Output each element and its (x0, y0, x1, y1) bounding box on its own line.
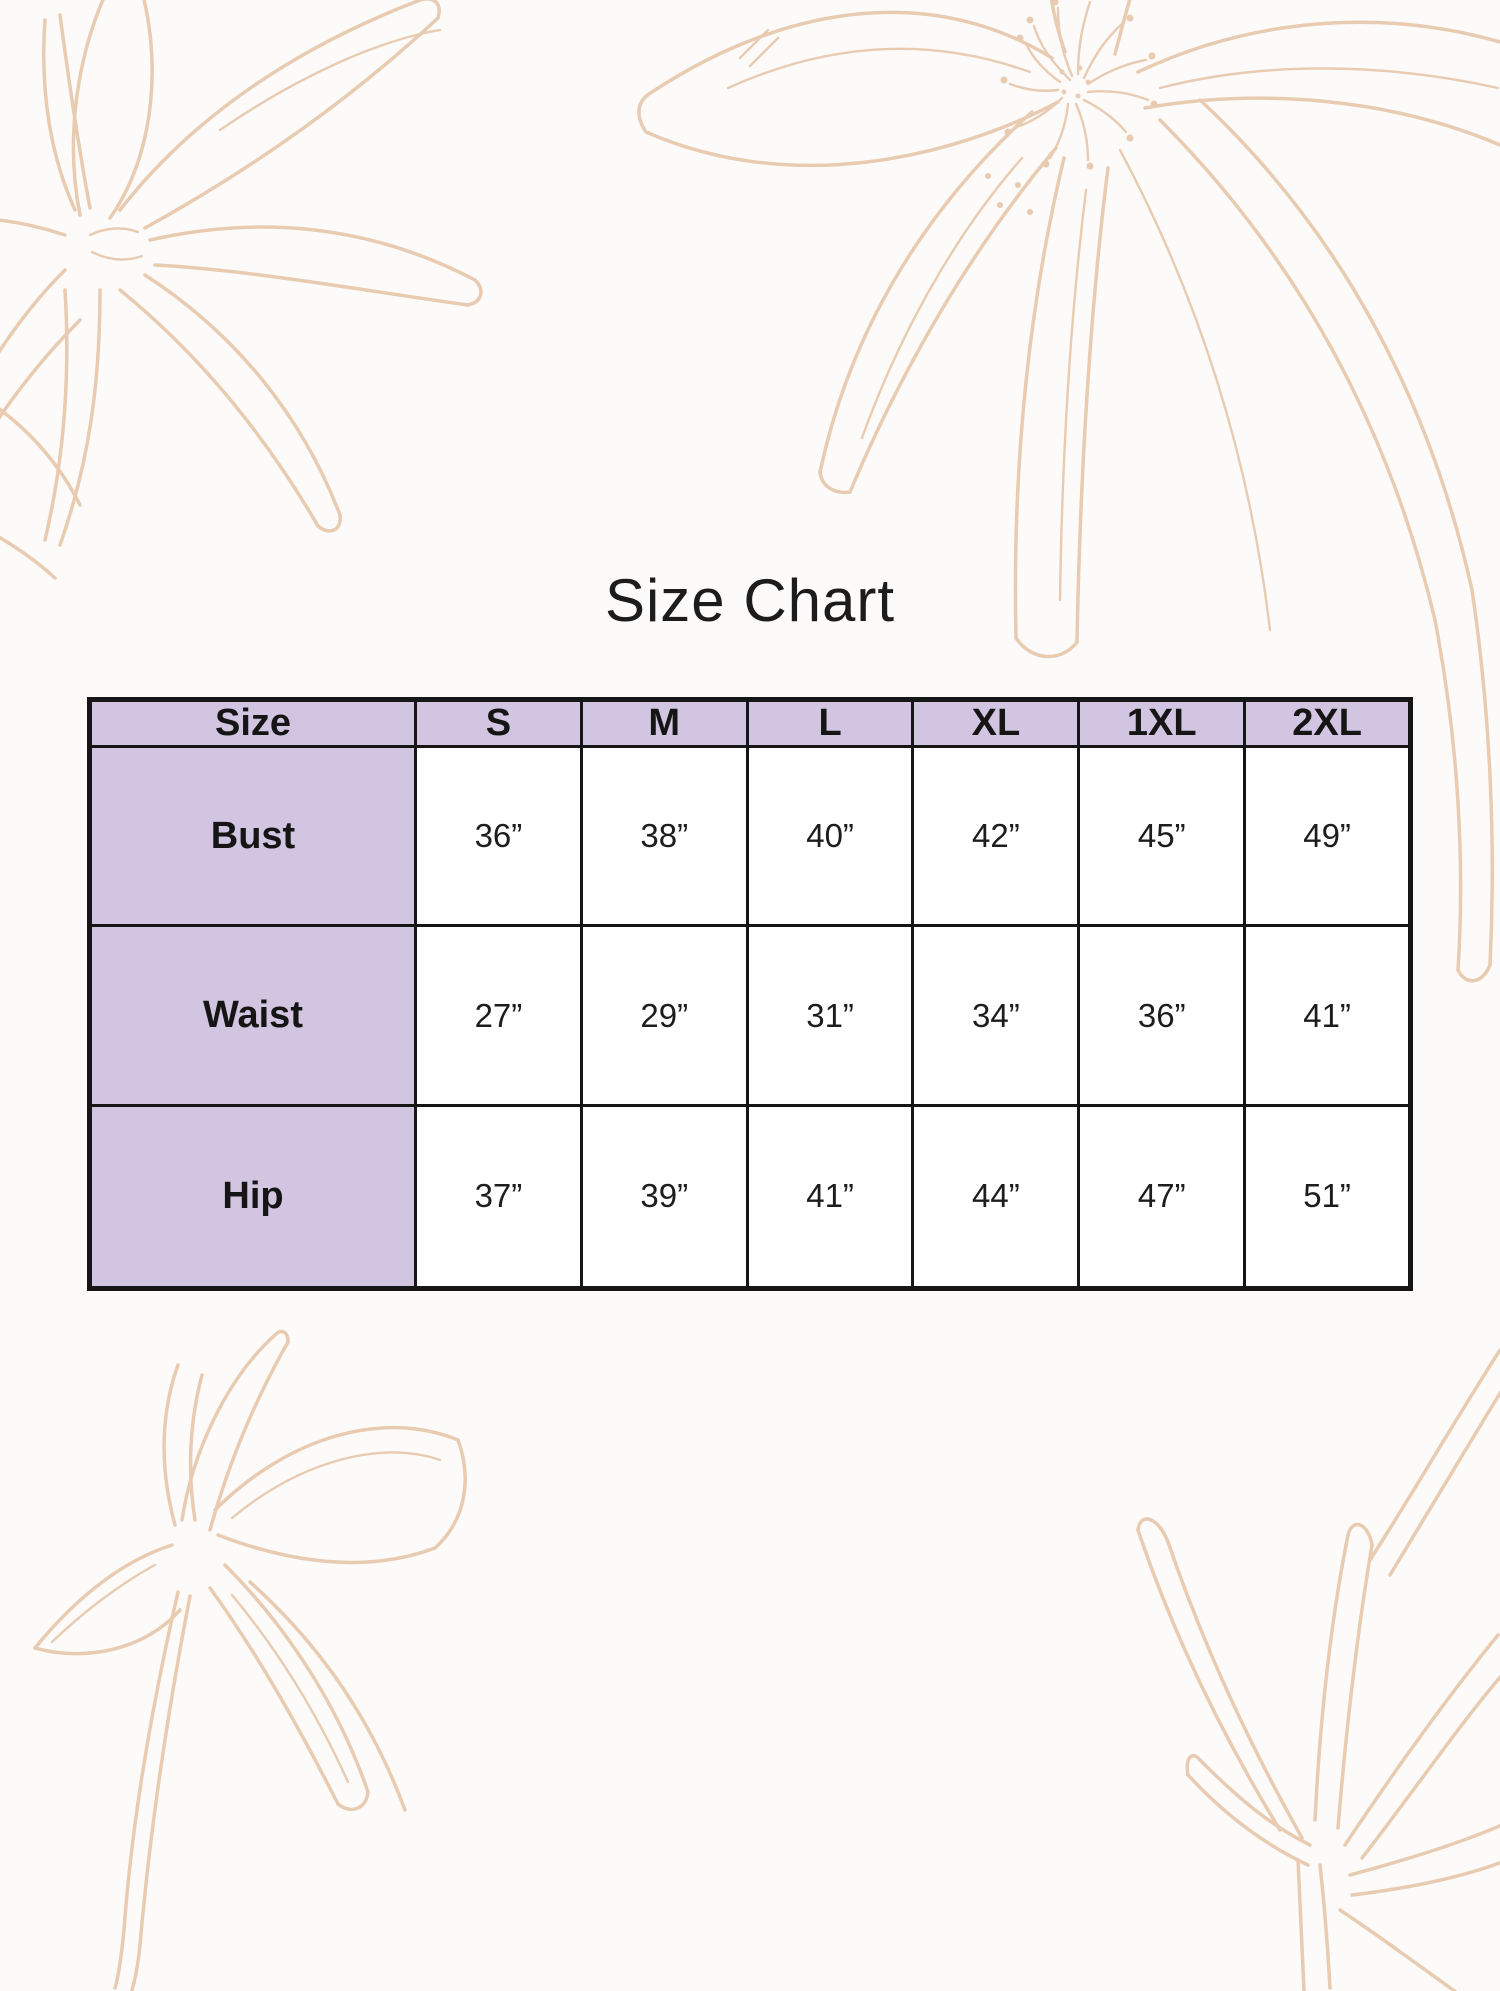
floral-line-art-bottom-left-illustration (33, 1329, 467, 1991)
row-label-hip: Hip (88, 1103, 417, 1291)
table-row-hip: Hip 37” 39” 41” 44” 47” 51” (88, 1103, 1412, 1291)
column-header-m: M (579, 698, 749, 748)
table-row-waist: Waist 27” 29” 31” 34” 36” 41” (88, 924, 1412, 1107)
page-title: Size Chart (604, 567, 896, 634)
table-header-row: Size S M L XL 1XL 2XL (88, 698, 1412, 748)
size-chart-table: Size S M L XL 1XL 2XL Bust 36” 38” 40” 4… (87, 697, 1413, 1291)
table-row-bust: Bust 36” 38” 40” 42” 45” 49” (88, 744, 1412, 928)
column-header-1xl: 1XL (1077, 698, 1247, 748)
cell-hip-xl: 44” (911, 1103, 1081, 1291)
cell-waist-1xl: 36” (1077, 924, 1247, 1107)
cell-bust-xl: 42” (911, 744, 1081, 928)
cell-hip-1xl: 47” (1077, 1103, 1247, 1291)
cell-waist-s: 27” (414, 924, 583, 1107)
cell-bust-2xl: 49” (1243, 744, 1412, 928)
column-header-2xl: 2XL (1243, 698, 1412, 748)
column-header-xl: XL (911, 698, 1081, 748)
cell-waist-xl: 34” (911, 924, 1081, 1107)
floral-line-art-top-left-illustration (0, 0, 483, 580)
cell-hip-s: 37” (414, 1103, 583, 1291)
stamen-cluster-icon (985, 0, 1158, 215)
cell-bust-1xl: 45” (1077, 744, 1247, 928)
row-label-waist: Waist (88, 924, 417, 1107)
cell-hip-l: 41” (745, 1103, 915, 1291)
cell-hip-2xl: 51” (1243, 1103, 1412, 1291)
column-header-size: Size (88, 698, 417, 748)
cell-waist-2xl: 41” (1243, 924, 1412, 1107)
cell-hip-m: 39” (579, 1103, 749, 1291)
column-header-s: S (414, 698, 583, 748)
cell-waist-m: 29” (579, 924, 749, 1107)
column-header-l: L (745, 698, 915, 748)
cell-bust-m: 38” (579, 744, 749, 928)
cell-bust-s: 36” (414, 744, 583, 928)
cell-waist-l: 31” (745, 924, 915, 1107)
row-label-bust: Bust (88, 744, 417, 928)
cell-bust-l: 40” (745, 744, 915, 928)
floral-line-art-bottom-right-illustration (1136, 1348, 1500, 1991)
